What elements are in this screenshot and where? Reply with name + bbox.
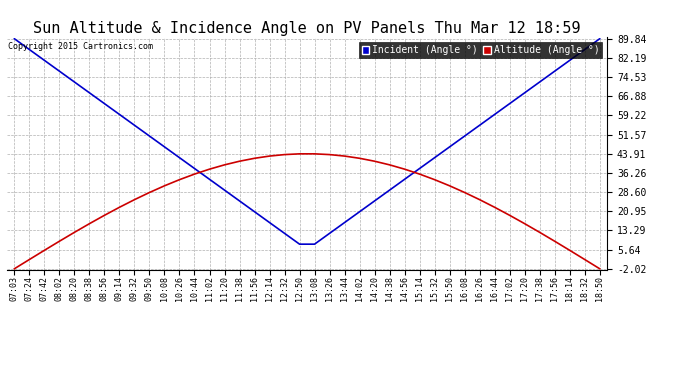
Text: Copyright 2015 Cartronics.com: Copyright 2015 Cartronics.com	[8, 42, 153, 51]
Legend: Incident (Angle °), Altitude (Angle °): Incident (Angle °), Altitude (Angle °)	[359, 42, 602, 58]
Title: Sun Altitude & Incidence Angle on PV Panels Thu Mar 12 18:59: Sun Altitude & Incidence Angle on PV Pan…	[33, 21, 581, 36]
